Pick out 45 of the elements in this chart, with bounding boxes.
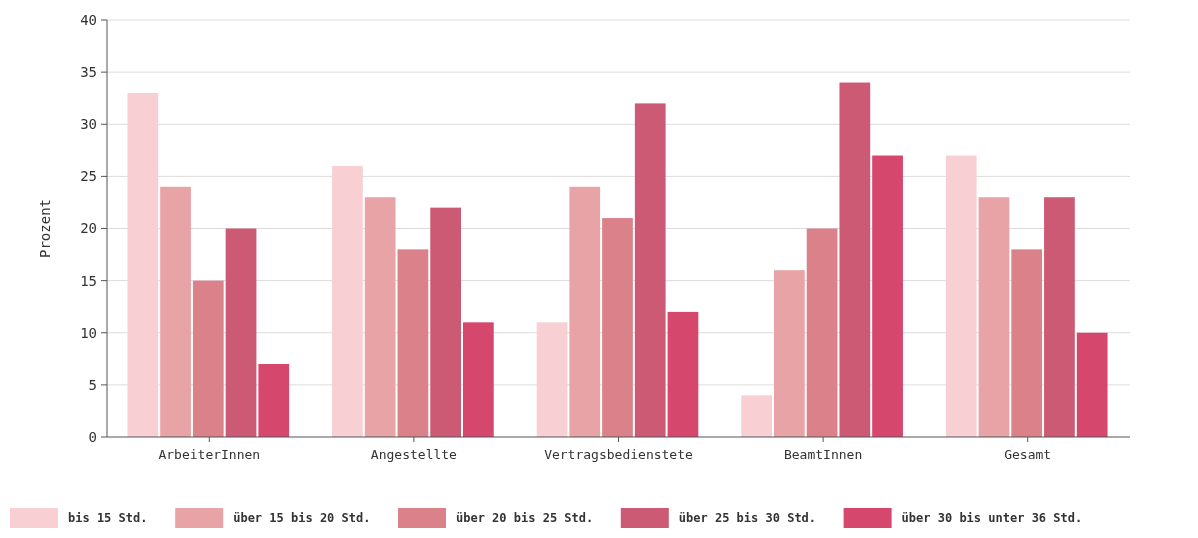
y-tick-label: 0 — [88, 428, 97, 445]
legend-label: über 15 bis 20 Std. — [233, 511, 371, 525]
bar — [839, 82, 871, 437]
bar — [1076, 332, 1108, 437]
x-tick-label: Gesamt — [1004, 447, 1052, 462]
y-tick-label: 25 — [80, 168, 97, 185]
x-tick-label: Angestellte — [370, 447, 458, 462]
bar — [667, 311, 699, 437]
bar — [978, 197, 1010, 437]
y-axis-title: Prozent — [37, 198, 53, 259]
bar — [602, 218, 633, 437]
bar — [397, 249, 429, 437]
y-tick-label: 15 — [80, 272, 97, 289]
bar — [872, 155, 903, 437]
legend-label: über 20 bis 25 Std. — [456, 511, 594, 525]
x-tick-label: Vertragsbedienstete — [544, 447, 694, 462]
bar — [569, 186, 601, 437]
bar — [741, 395, 772, 437]
legend-label: bis 15 Std. — [68, 511, 148, 525]
bar — [332, 165, 363, 437]
bar — [258, 364, 290, 437]
bar — [945, 155, 977, 437]
y-tick-label: 35 — [80, 64, 97, 81]
bar — [225, 228, 257, 437]
legend-label: über 25 bis 30 Std. — [678, 511, 817, 525]
x-tick-label: BeamtInnen — [783, 447, 863, 462]
bar — [774, 270, 805, 437]
bar — [806, 228, 838, 437]
legend-label: über 30 bis unter 36 Std. — [901, 511, 1083, 525]
bar — [1044, 197, 1075, 437]
bar — [364, 197, 396, 437]
y-tick-label: 10 — [80, 324, 97, 341]
bar — [634, 103, 666, 437]
y-tick-label: 5 — [88, 376, 97, 393]
bar — [1011, 249, 1043, 437]
y-tick-label: 40 — [80, 11, 97, 28]
bar — [430, 207, 461, 437]
bar — [463, 322, 494, 437]
bar — [536, 322, 568, 437]
x-tick-label: ArbeiterInnen — [158, 447, 261, 462]
bar — [127, 92, 159, 437]
y-tick-label: 20 — [80, 220, 97, 237]
bar — [160, 186, 191, 437]
y-tick-label: 30 — [80, 116, 97, 133]
bar — [192, 280, 224, 437]
